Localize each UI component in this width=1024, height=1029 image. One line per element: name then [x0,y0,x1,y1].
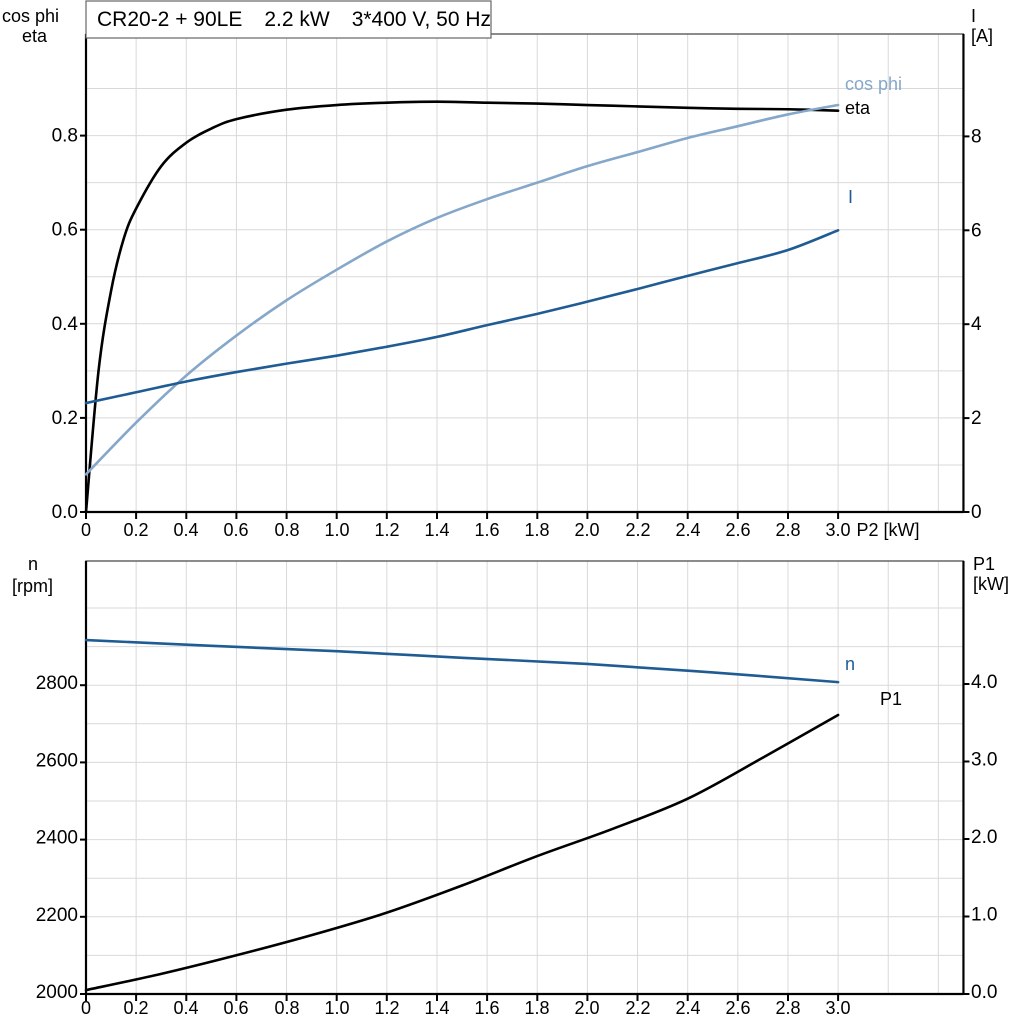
svg-text:0.6: 0.6 [52,220,78,241]
svg-text:eta: eta [845,98,871,118]
svg-text:0.8: 0.8 [274,520,299,540]
svg-text:0.2: 0.2 [123,520,148,540]
svg-text:P1: P1 [973,554,995,574]
svg-text:3.0: 3.0 [971,750,997,771]
svg-text:2.2: 2.2 [625,998,650,1018]
svg-text:0.8: 0.8 [274,998,299,1018]
svg-text:I: I [848,187,853,207]
svg-text:0.6: 0.6 [223,998,248,1018]
svg-text:3.0: 3.0 [825,520,850,540]
svg-text:1.2: 1.2 [374,520,399,540]
svg-text:8: 8 [971,126,982,147]
svg-text:P2 [kW]: P2 [kW] [856,520,919,540]
svg-text:2800: 2800 [36,673,78,694]
svg-text:2200: 2200 [36,905,78,926]
svg-text:6: 6 [971,220,982,241]
svg-text:0.8: 0.8 [52,126,78,147]
svg-text:4.0: 4.0 [971,672,997,693]
svg-text:cos phi: cos phi [845,74,902,94]
svg-text:n: n [28,554,38,574]
svg-text:2.2: 2.2 [625,520,650,540]
svg-text:eta: eta [22,26,48,46]
svg-text:0: 0 [971,502,982,523]
svg-text:2400: 2400 [36,828,78,849]
svg-text:P1: P1 [880,689,902,709]
svg-text:1.0: 1.0 [324,998,349,1018]
svg-text:0.6: 0.6 [223,520,248,540]
svg-text:0.0: 0.0 [971,982,997,1003]
svg-text:0: 0 [81,998,91,1018]
svg-text:2600: 2600 [36,750,78,771]
svg-text:1.4: 1.4 [424,998,449,1018]
svg-text:2.6: 2.6 [725,520,750,540]
svg-text:0: 0 [81,520,91,540]
svg-text:0.2: 0.2 [123,998,148,1018]
svg-text:[kW]: [kW] [973,574,1009,594]
svg-text:2.0: 2.0 [574,520,599,540]
svg-text:2.0: 2.0 [574,998,599,1018]
svg-text:2000: 2000 [36,982,78,1003]
svg-text:1.0: 1.0 [971,905,997,926]
svg-text:2: 2 [971,408,982,429]
svg-text:0.4: 0.4 [52,314,79,335]
svg-text:0.4: 0.4 [173,520,198,540]
svg-text:2.6: 2.6 [725,998,750,1018]
svg-text:cos phi: cos phi [2,6,59,26]
svg-text:2.8: 2.8 [775,520,800,540]
svg-text:[rpm]: [rpm] [12,576,53,596]
svg-text:0.0: 0.0 [52,502,78,523]
svg-text:3.0: 3.0 [825,998,850,1018]
svg-text:2.8: 2.8 [775,998,800,1018]
svg-text:0.4: 0.4 [173,998,198,1018]
svg-text:1.8: 1.8 [524,520,549,540]
svg-text:1.0: 1.0 [324,520,349,540]
svg-text:4: 4 [971,314,982,335]
svg-text:1.6: 1.6 [474,520,499,540]
svg-text:1.8: 1.8 [524,998,549,1018]
svg-text:2.4: 2.4 [675,998,700,1018]
svg-text:1.2: 1.2 [374,998,399,1018]
svg-text:[A]: [A] [971,26,993,46]
svg-text:2.4: 2.4 [675,520,700,540]
svg-text:1.4: 1.4 [424,520,449,540]
svg-text:0.2: 0.2 [52,408,78,429]
svg-text:2.0: 2.0 [971,827,997,848]
svg-text:1.6: 1.6 [474,998,499,1018]
svg-text:I: I [971,6,976,26]
svg-text:n: n [845,654,855,674]
